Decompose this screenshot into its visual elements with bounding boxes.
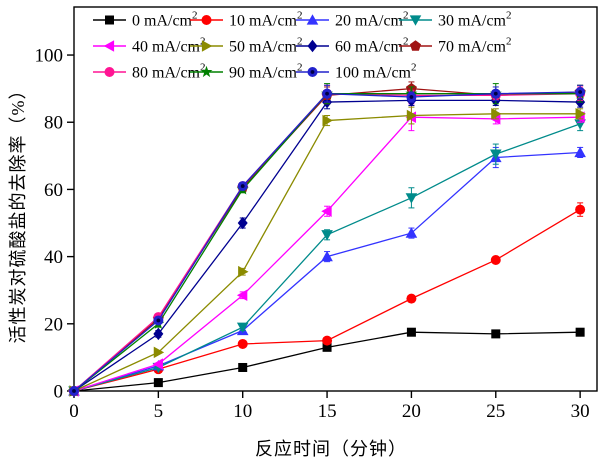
marker-center-dot [325, 91, 329, 96]
data-point-marker [405, 227, 418, 238]
series-line [73, 151, 581, 392]
legend-label: 20 mA/cm2 [335, 10, 409, 30]
marker-center-dot [310, 70, 315, 74]
marker-center-dot [493, 91, 498, 96]
marker-center-dot [409, 95, 414, 99]
data-point-marker [491, 329, 501, 339]
legend-item-80-mA-cm²: 80 mA/cm2 [93, 62, 206, 82]
data-point-marker [104, 67, 115, 77]
data-point-marker [321, 205, 332, 218]
data-point-marker [575, 327, 585, 337]
data-point-marker [406, 327, 416, 337]
x-axis-title: 反应时间（分钟） [255, 439, 407, 459]
data-point-marker [238, 265, 249, 278]
legend-label: 30 mA/cm2 [438, 10, 512, 30]
marker-center-dot [240, 184, 245, 188]
data-point-marker [575, 204, 586, 215]
data-point-marker [201, 40, 213, 52]
data-point-marker [152, 358, 163, 370]
data-point-marker [236, 322, 249, 333]
series-100-mA-cm² [69, 84, 586, 396]
y-tick-label: 0 [54, 382, 64, 403]
legend-item-0-mA-cm²: 0 mA/cm2 [93, 10, 198, 30]
legend-item-90-mA-cm²: 90 mA/cm2 [190, 62, 303, 82]
data-point-marker [574, 146, 586, 158]
series-40-mA-cm² [68, 103, 585, 397]
x-tick-label: 15 [318, 401, 337, 422]
series-50-mA-cm² [69, 106, 586, 397]
legend-label: 0 mA/cm2 [132, 10, 198, 30]
data-point-marker [322, 114, 333, 127]
y-tick-label: 80 [44, 113, 63, 134]
legend-item-100-mA-cm²: 100 mA/cm2 [296, 62, 417, 82]
y-axis-title: 活性炭对硫酸盐的去除率（%） [8, 80, 28, 344]
data-point-marker [200, 65, 213, 78]
legend-label: 60 mA/cm2 [335, 36, 409, 56]
y-tick-label: 40 [44, 247, 63, 268]
data-point-marker [105, 15, 114, 25]
legend-label: 50 mA/cm2 [229, 36, 303, 56]
data-point-marker [406, 293, 417, 304]
data-point-marker [405, 193, 418, 204]
data-point-marker [409, 40, 422, 51]
data-point-marker [491, 108, 502, 120]
data-point-marker [153, 378, 163, 388]
data-point-marker [307, 39, 318, 53]
data-point-marker [490, 254, 501, 265]
legend-item-20-mA-cm²: 20 mA/cm2 [296, 10, 409, 30]
data-point-marker [153, 327, 164, 341]
data-point-marker [153, 346, 165, 359]
data-point-marker [321, 250, 333, 262]
y-tick-label: 100 [35, 46, 64, 67]
x-tick-label: 30 [571, 401, 590, 422]
data-point-marker [322, 335, 333, 346]
x-tick-label: 20 [402, 401, 421, 422]
x-tick-label: 10 [233, 401, 252, 422]
legend-label: 80 mA/cm2 [132, 62, 206, 82]
legend-item-10-mA-cm²: 10 mA/cm2 [190, 10, 303, 30]
data-point-marker [575, 108, 586, 120]
data-point-marker [306, 14, 319, 25]
data-point-marker [103, 40, 115, 52]
data-point-marker [322, 342, 332, 352]
marker-center-dot [578, 90, 583, 94]
data-point-marker [237, 338, 248, 349]
x-axis: 0 5 10 15 20 25 30 [69, 391, 590, 422]
legend-item-40-mA-cm²: 40 mA/cm2 [93, 36, 206, 56]
marker-center-dot [156, 318, 161, 323]
legend-label: 10 mA/cm2 [229, 10, 303, 30]
plot-frame [73, 6, 598, 392]
data-point-marker [236, 289, 248, 302]
legend-item-50-mA-cm²: 50 mA/cm2 [190, 36, 303, 56]
data-point-marker [406, 109, 418, 122]
y-tick-label: 60 [44, 180, 63, 201]
legend-label: 100 mA/cm2 [335, 62, 417, 82]
marker-center-dot [72, 389, 76, 393]
x-tick-label: 5 [154, 401, 164, 422]
x-tick-label: 25 [486, 401, 505, 422]
data-point-marker [409, 15, 422, 26]
legend-item-60-mA-cm²: 60 mA/cm2 [296, 36, 409, 56]
legend-label: 90 mA/cm2 [229, 62, 303, 82]
y-axis: 0 20 40 60 80 100 [35, 46, 74, 403]
data-point-marker [321, 230, 333, 241]
y-tick-label: 20 [44, 314, 63, 335]
legend-item-70-mA-cm²: 70 mA/cm2 [399, 36, 512, 56]
data-point-marker [489, 149, 502, 160]
legend-item-30-mA-cm²: 30 mA/cm2 [399, 10, 512, 30]
legend: 0 mA/cm2 10 mA/cm2 20 mA/cm2 30 mA/cm2 40 mA… [93, 10, 512, 82]
legend-label: 70 mA/cm2 [438, 36, 512, 56]
data-point-marker [201, 15, 212, 25]
x-tick-label: 0 [69, 401, 79, 422]
data-point-marker [238, 362, 248, 372]
